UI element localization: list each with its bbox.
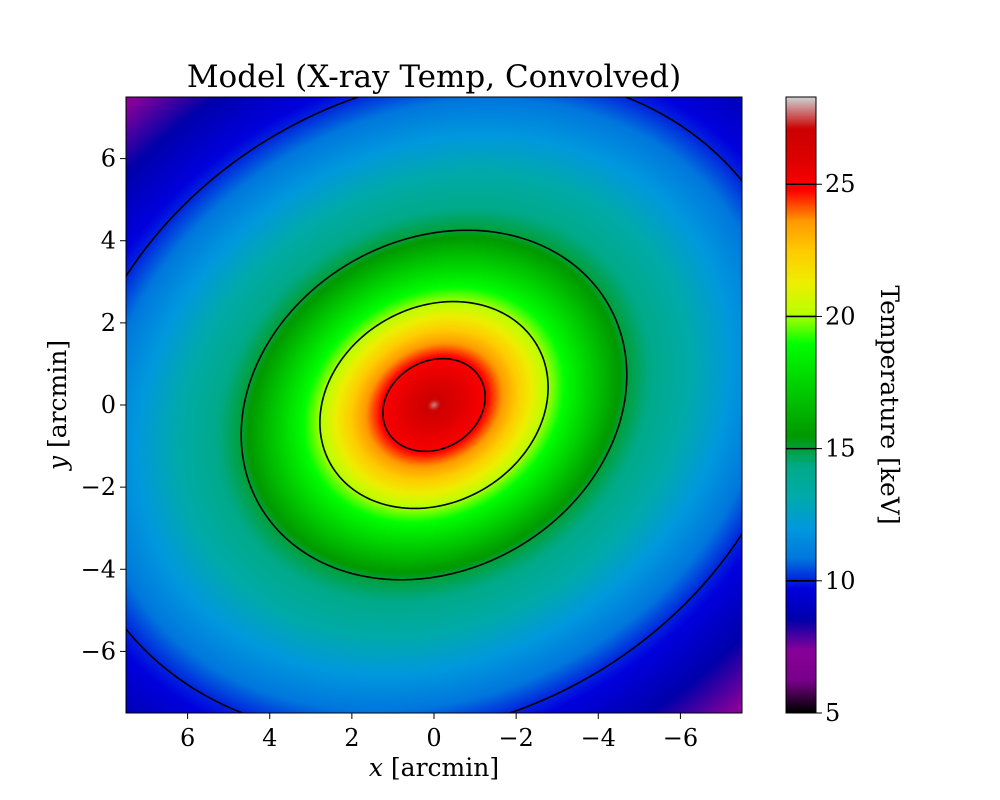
contour-25keV	[382, 357, 486, 453]
x-tick-label: −4	[581, 724, 616, 752]
x-axis-label: x [arcmin]	[369, 753, 499, 782]
y-tick-label: 2	[101, 309, 116, 337]
y-tick-label: 4	[101, 227, 116, 255]
y-tick-label: −4	[81, 555, 116, 583]
y-tick-label: −6	[81, 637, 116, 665]
chart-title: Model (X-ray Temp, Convolved)	[187, 59, 681, 95]
contour-20keV	[319, 300, 549, 510]
x-tick-label: 0	[426, 724, 441, 752]
colorbar-tick-label: 5	[825, 699, 840, 727]
colorbar-ticks: 5 10 15 20 25	[816, 170, 856, 727]
x-axis: 6 4 2 0 −2 −4 −6	[180, 713, 698, 752]
contour-15keV	[240, 229, 628, 581]
y-axis: −6 −4 −2 0 2 4 6	[81, 145, 126, 665]
y-axis-label: y [arcmin]	[43, 340, 72, 471]
colorbar-tick-label: 25	[825, 170, 856, 198]
x-tick-label: −6	[663, 724, 698, 752]
colorbar-tick-label: 15	[825, 435, 856, 463]
x-tick-label: 4	[262, 724, 277, 752]
contour-lines	[126, 97, 742, 713]
colorbar-frame	[785, 96, 817, 714]
plot-area	[125, 96, 743, 714]
x-tick-label: 2	[344, 724, 359, 752]
temperature-map	[126, 97, 742, 713]
x-tick-label: −2	[498, 724, 533, 752]
y-tick-label: 6	[101, 145, 116, 173]
colorbar: 5 10 15 20 25 Temperature [keV]	[785, 96, 904, 727]
contour-10keV	[126, 97, 742, 713]
colorbar-gradient	[786, 97, 816, 713]
y-tick-label: −2	[81, 473, 116, 501]
colorbar-contour-marks	[786, 183, 816, 582]
colorbar-tick-label: 10	[825, 567, 856, 595]
colorbar-tick-label: 20	[825, 302, 856, 330]
colorbar-label: Temperature [keV]	[875, 285, 904, 524]
y-tick-label: 0	[101, 391, 116, 419]
x-tick-label: 6	[180, 724, 195, 752]
